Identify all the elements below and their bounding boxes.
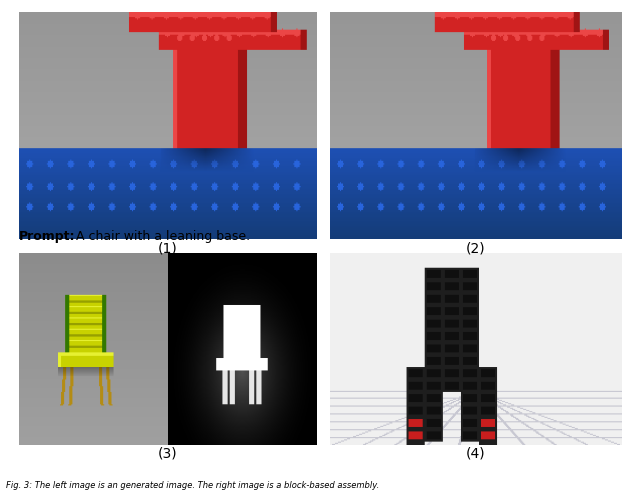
Text: Fig. 3: The left image is an generated image. The right image is a block-based a: Fig. 3: The left image is an generated i… — [6, 481, 380, 490]
Text: (4): (4) — [465, 447, 485, 461]
Text: (3): (3) — [158, 447, 178, 461]
Text: Prompt:: Prompt: — [19, 230, 76, 243]
Text: (1): (1) — [158, 241, 178, 255]
Text: A chair with a leaning base.: A chair with a leaning base. — [72, 230, 250, 243]
Text: (2): (2) — [465, 241, 485, 255]
